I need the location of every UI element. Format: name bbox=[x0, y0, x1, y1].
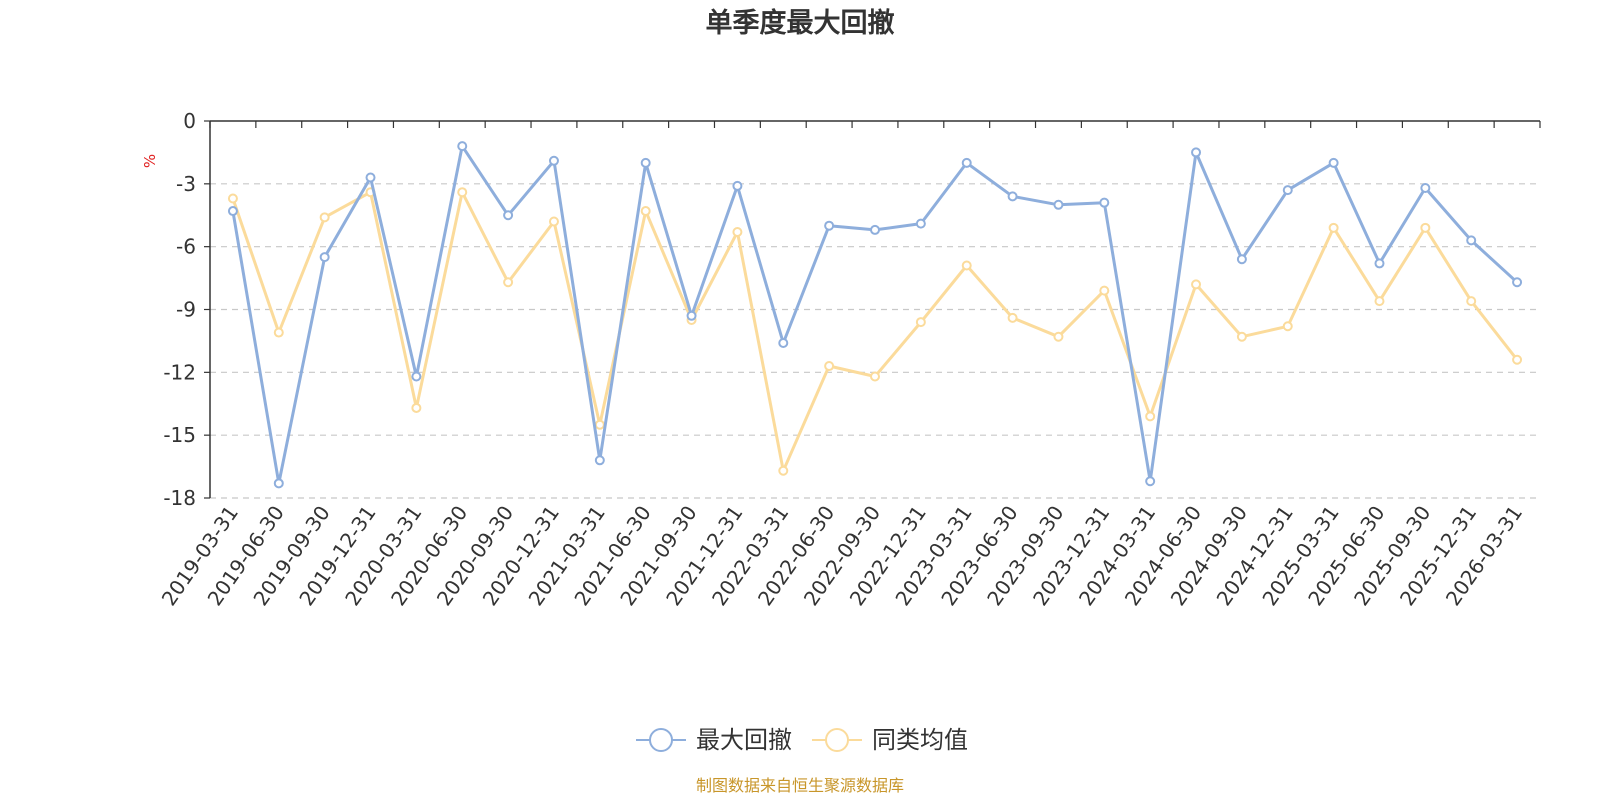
data-point bbox=[1053, 199, 1064, 210]
source-note: 制图数据来自恒生聚源数据库 bbox=[696, 776, 904, 795]
y-tick-label: -15 bbox=[163, 423, 196, 447]
data-point bbox=[1282, 185, 1293, 196]
data-point bbox=[503, 277, 514, 288]
data-point bbox=[273, 327, 284, 338]
data-point bbox=[1099, 197, 1110, 208]
data-point bbox=[1512, 277, 1523, 288]
data-point bbox=[503, 210, 514, 221]
data-point bbox=[1420, 183, 1431, 194]
data-point bbox=[273, 478, 284, 489]
data-point bbox=[457, 187, 468, 198]
data-point bbox=[1007, 191, 1018, 202]
data-point bbox=[1328, 157, 1339, 168]
y-tick-label: -9 bbox=[176, 298, 196, 322]
legend-marker bbox=[825, 728, 849, 752]
legend-marker bbox=[649, 728, 673, 752]
data-point bbox=[548, 216, 559, 227]
data-point bbox=[915, 317, 926, 328]
data-point bbox=[1512, 354, 1523, 365]
data-point bbox=[594, 419, 605, 430]
data-point bbox=[1466, 296, 1477, 307]
data-point bbox=[961, 260, 972, 271]
data-point bbox=[1007, 312, 1018, 323]
data-point bbox=[1191, 279, 1202, 290]
data-point bbox=[227, 193, 238, 204]
data-point bbox=[1374, 296, 1385, 307]
y-tick-label: -3 bbox=[176, 172, 196, 196]
y-tick-label: -12 bbox=[163, 360, 196, 384]
data-point bbox=[1282, 321, 1293, 332]
data-point bbox=[1145, 476, 1156, 487]
data-point bbox=[365, 172, 376, 183]
data-point bbox=[548, 155, 559, 166]
data-point bbox=[1099, 285, 1110, 296]
y-tick-label: -6 bbox=[176, 235, 196, 259]
data-point bbox=[411, 371, 422, 382]
data-point bbox=[640, 206, 651, 217]
chart-title: 单季度最大回撤 bbox=[706, 7, 895, 39]
data-point bbox=[778, 338, 789, 349]
data-point bbox=[1191, 147, 1202, 158]
data-point bbox=[594, 455, 605, 466]
data-point bbox=[915, 218, 926, 229]
data-point bbox=[824, 361, 835, 372]
y-tick-label: -18 bbox=[163, 486, 196, 510]
legend-label: 最大回撤 bbox=[696, 726, 792, 754]
data-point bbox=[686, 310, 697, 321]
legend-item[interactable]: 最大回撤 bbox=[636, 726, 792, 754]
data-point bbox=[227, 206, 238, 217]
series-line bbox=[231, 144, 1519, 485]
y-axis-unit-label: % bbox=[141, 154, 159, 168]
data-point bbox=[1374, 258, 1385, 269]
y-tick-label: 0 bbox=[183, 109, 196, 133]
data-point bbox=[319, 252, 330, 263]
data-point bbox=[1145, 411, 1156, 422]
data-point bbox=[1236, 254, 1247, 265]
data-point bbox=[457, 141, 468, 152]
data-point bbox=[732, 227, 743, 238]
legend-label: 同类均值 bbox=[872, 726, 968, 754]
data-point bbox=[824, 220, 835, 231]
data-point bbox=[732, 180, 743, 191]
data-point bbox=[870, 224, 880, 235]
legend[interactable]: 最大回撤 同类均值 bbox=[636, 726, 968, 754]
data-point bbox=[870, 371, 880, 382]
data-point bbox=[1236, 331, 1247, 342]
data-point bbox=[640, 157, 651, 168]
series-lines bbox=[227, 141, 1523, 489]
data-point bbox=[1328, 222, 1339, 233]
legend-item[interactable]: 同类均值 bbox=[812, 726, 968, 754]
data-point bbox=[1420, 222, 1431, 233]
data-point bbox=[319, 212, 330, 223]
data-point bbox=[411, 402, 422, 413]
data-point bbox=[961, 157, 972, 168]
data-point bbox=[1466, 235, 1477, 246]
data-point bbox=[1053, 331, 1064, 342]
data-point bbox=[778, 465, 789, 476]
